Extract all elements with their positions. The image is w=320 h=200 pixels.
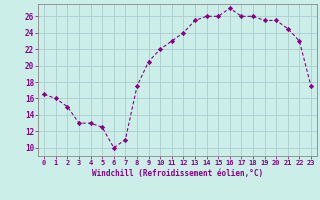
- X-axis label: Windchill (Refroidissement éolien,°C): Windchill (Refroidissement éolien,°C): [92, 169, 263, 178]
